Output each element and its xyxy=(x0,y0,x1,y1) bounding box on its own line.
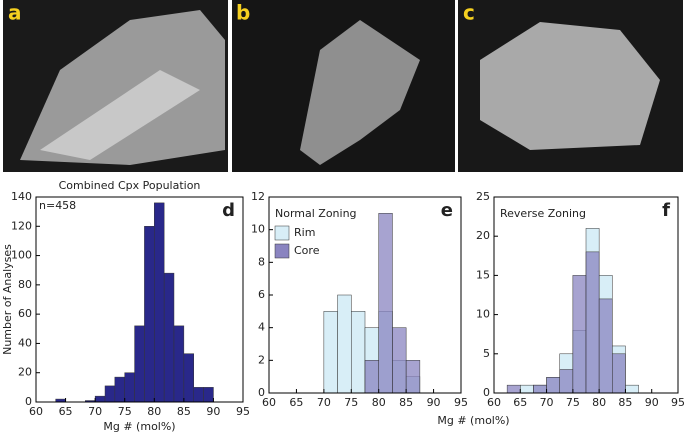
y-tick-label: 25 xyxy=(476,190,490,203)
x-tick-label: 75 xyxy=(118,405,132,418)
y-tick-label: 0 xyxy=(258,386,265,399)
histogram-bar xyxy=(364,360,379,394)
y-tick-label: 120 xyxy=(11,219,32,232)
x-tick-label: 70 xyxy=(317,396,331,409)
x-tick-label: 90 xyxy=(645,396,659,409)
y-tick-label: 60 xyxy=(18,307,32,320)
x-tick-label: 65 xyxy=(59,405,73,418)
histogram-bar xyxy=(598,298,613,394)
x-tick-label: 95 xyxy=(236,405,250,418)
histogram-bar xyxy=(533,384,547,394)
image-label: c xyxy=(463,1,475,25)
histogram-bar xyxy=(104,385,116,403)
y-tick-label: 0 xyxy=(25,395,32,408)
x-tick-label: 60 xyxy=(262,396,276,409)
x-tick-label: 85 xyxy=(618,396,632,409)
histogram-bar xyxy=(203,387,214,403)
y-tick-label: 0 xyxy=(483,386,490,399)
histogram-bar xyxy=(520,384,534,394)
x-tick-label: 60 xyxy=(487,396,501,409)
histogram-bar xyxy=(337,294,352,394)
x-tick-label: 65 xyxy=(289,396,303,409)
histogram-bar xyxy=(506,384,521,394)
x-tick-label: 80 xyxy=(147,405,161,418)
histogram-bar xyxy=(351,311,366,394)
y-tick-label: 4 xyxy=(258,321,265,334)
image-label: a xyxy=(8,1,22,25)
histogram-bar xyxy=(625,384,639,394)
y-tick-label: 20 xyxy=(476,229,490,242)
histogram-bar xyxy=(183,353,194,403)
histogram-bar xyxy=(154,202,165,403)
y-tick-label: 2 xyxy=(258,353,265,366)
histogram-bar xyxy=(612,353,626,394)
sem-images: a b c xyxy=(3,0,683,172)
y-tick-label: 5 xyxy=(483,347,490,360)
histogram-bar xyxy=(134,325,145,403)
x-tick-label: 95 xyxy=(454,396,468,409)
y-tick-label: 10 xyxy=(251,223,265,236)
panel-label: e xyxy=(441,200,453,221)
y-tick-label: 12 xyxy=(251,190,265,203)
y-tick-label: 140 xyxy=(11,190,32,203)
x-tick-label: 95 xyxy=(671,396,685,409)
histogram-bar xyxy=(114,376,125,403)
image-label: b xyxy=(236,1,250,25)
y-axis-label: Number of Analyses xyxy=(1,244,14,355)
crystal xyxy=(300,20,420,165)
chart-title: Reverse Zoning xyxy=(500,207,586,220)
crystal xyxy=(20,10,225,165)
histogram-bar xyxy=(193,387,204,403)
x-tick-label: 70 xyxy=(540,396,554,409)
annotation: n=458 xyxy=(39,199,76,212)
histogram-bar xyxy=(546,377,560,394)
y-tick-label: 6 xyxy=(258,288,265,301)
x-tick-label: 85 xyxy=(177,405,191,418)
plot-frame xyxy=(35,196,244,403)
y-tick-label: 10 xyxy=(476,308,490,321)
histogram-bar xyxy=(124,372,135,403)
x-tick-label: 60 xyxy=(29,405,43,418)
x-tick-label: 75 xyxy=(344,396,358,409)
x-tick-label: 65 xyxy=(513,396,527,409)
y-tick-label: 80 xyxy=(18,278,32,291)
panel-label: f xyxy=(662,200,670,221)
histogram-bar xyxy=(163,272,175,403)
x-tick-label: 70 xyxy=(88,405,102,418)
panel-label: d xyxy=(222,200,235,221)
histogram-bar xyxy=(392,327,407,394)
y-tick-label: 100 xyxy=(11,249,32,262)
y-tick-label: 8 xyxy=(258,255,265,268)
legend-label: Core xyxy=(294,244,320,257)
legend-label: Rim xyxy=(294,226,315,239)
chart-title: Combined Cpx Population xyxy=(59,179,201,192)
histogram-bar xyxy=(572,275,587,394)
histogram-bar xyxy=(144,226,155,403)
legend-swatch xyxy=(274,243,290,259)
plot-frame xyxy=(493,196,679,394)
x-tick-label: 80 xyxy=(372,396,386,409)
chart-title: Normal Zoning xyxy=(275,207,357,220)
histogram-bar xyxy=(173,325,185,403)
y-tick-label: 40 xyxy=(18,336,32,349)
x-tick-label: 80 xyxy=(592,396,606,409)
x-axis-label: Mg # (mol%) xyxy=(103,420,175,433)
crystal-zone xyxy=(40,70,200,160)
x-tick-label: 90 xyxy=(427,396,441,409)
histogram-bar xyxy=(378,213,393,394)
y-tick-label: 15 xyxy=(476,268,490,281)
histogram-bar xyxy=(585,251,600,394)
x-axis-label: Mg # (mol%) xyxy=(437,414,509,427)
y-tick-label: 20 xyxy=(18,366,32,379)
histogram-bar xyxy=(405,360,421,394)
x-tick-label: 75 xyxy=(566,396,580,409)
legend-swatch xyxy=(274,225,290,241)
histogram-bar xyxy=(323,311,338,394)
histogram-bar xyxy=(94,395,106,403)
histogram-bar xyxy=(559,369,574,394)
x-tick-label: 90 xyxy=(206,405,220,418)
x-tick-label: 85 xyxy=(399,396,413,409)
crystal xyxy=(480,22,660,150)
